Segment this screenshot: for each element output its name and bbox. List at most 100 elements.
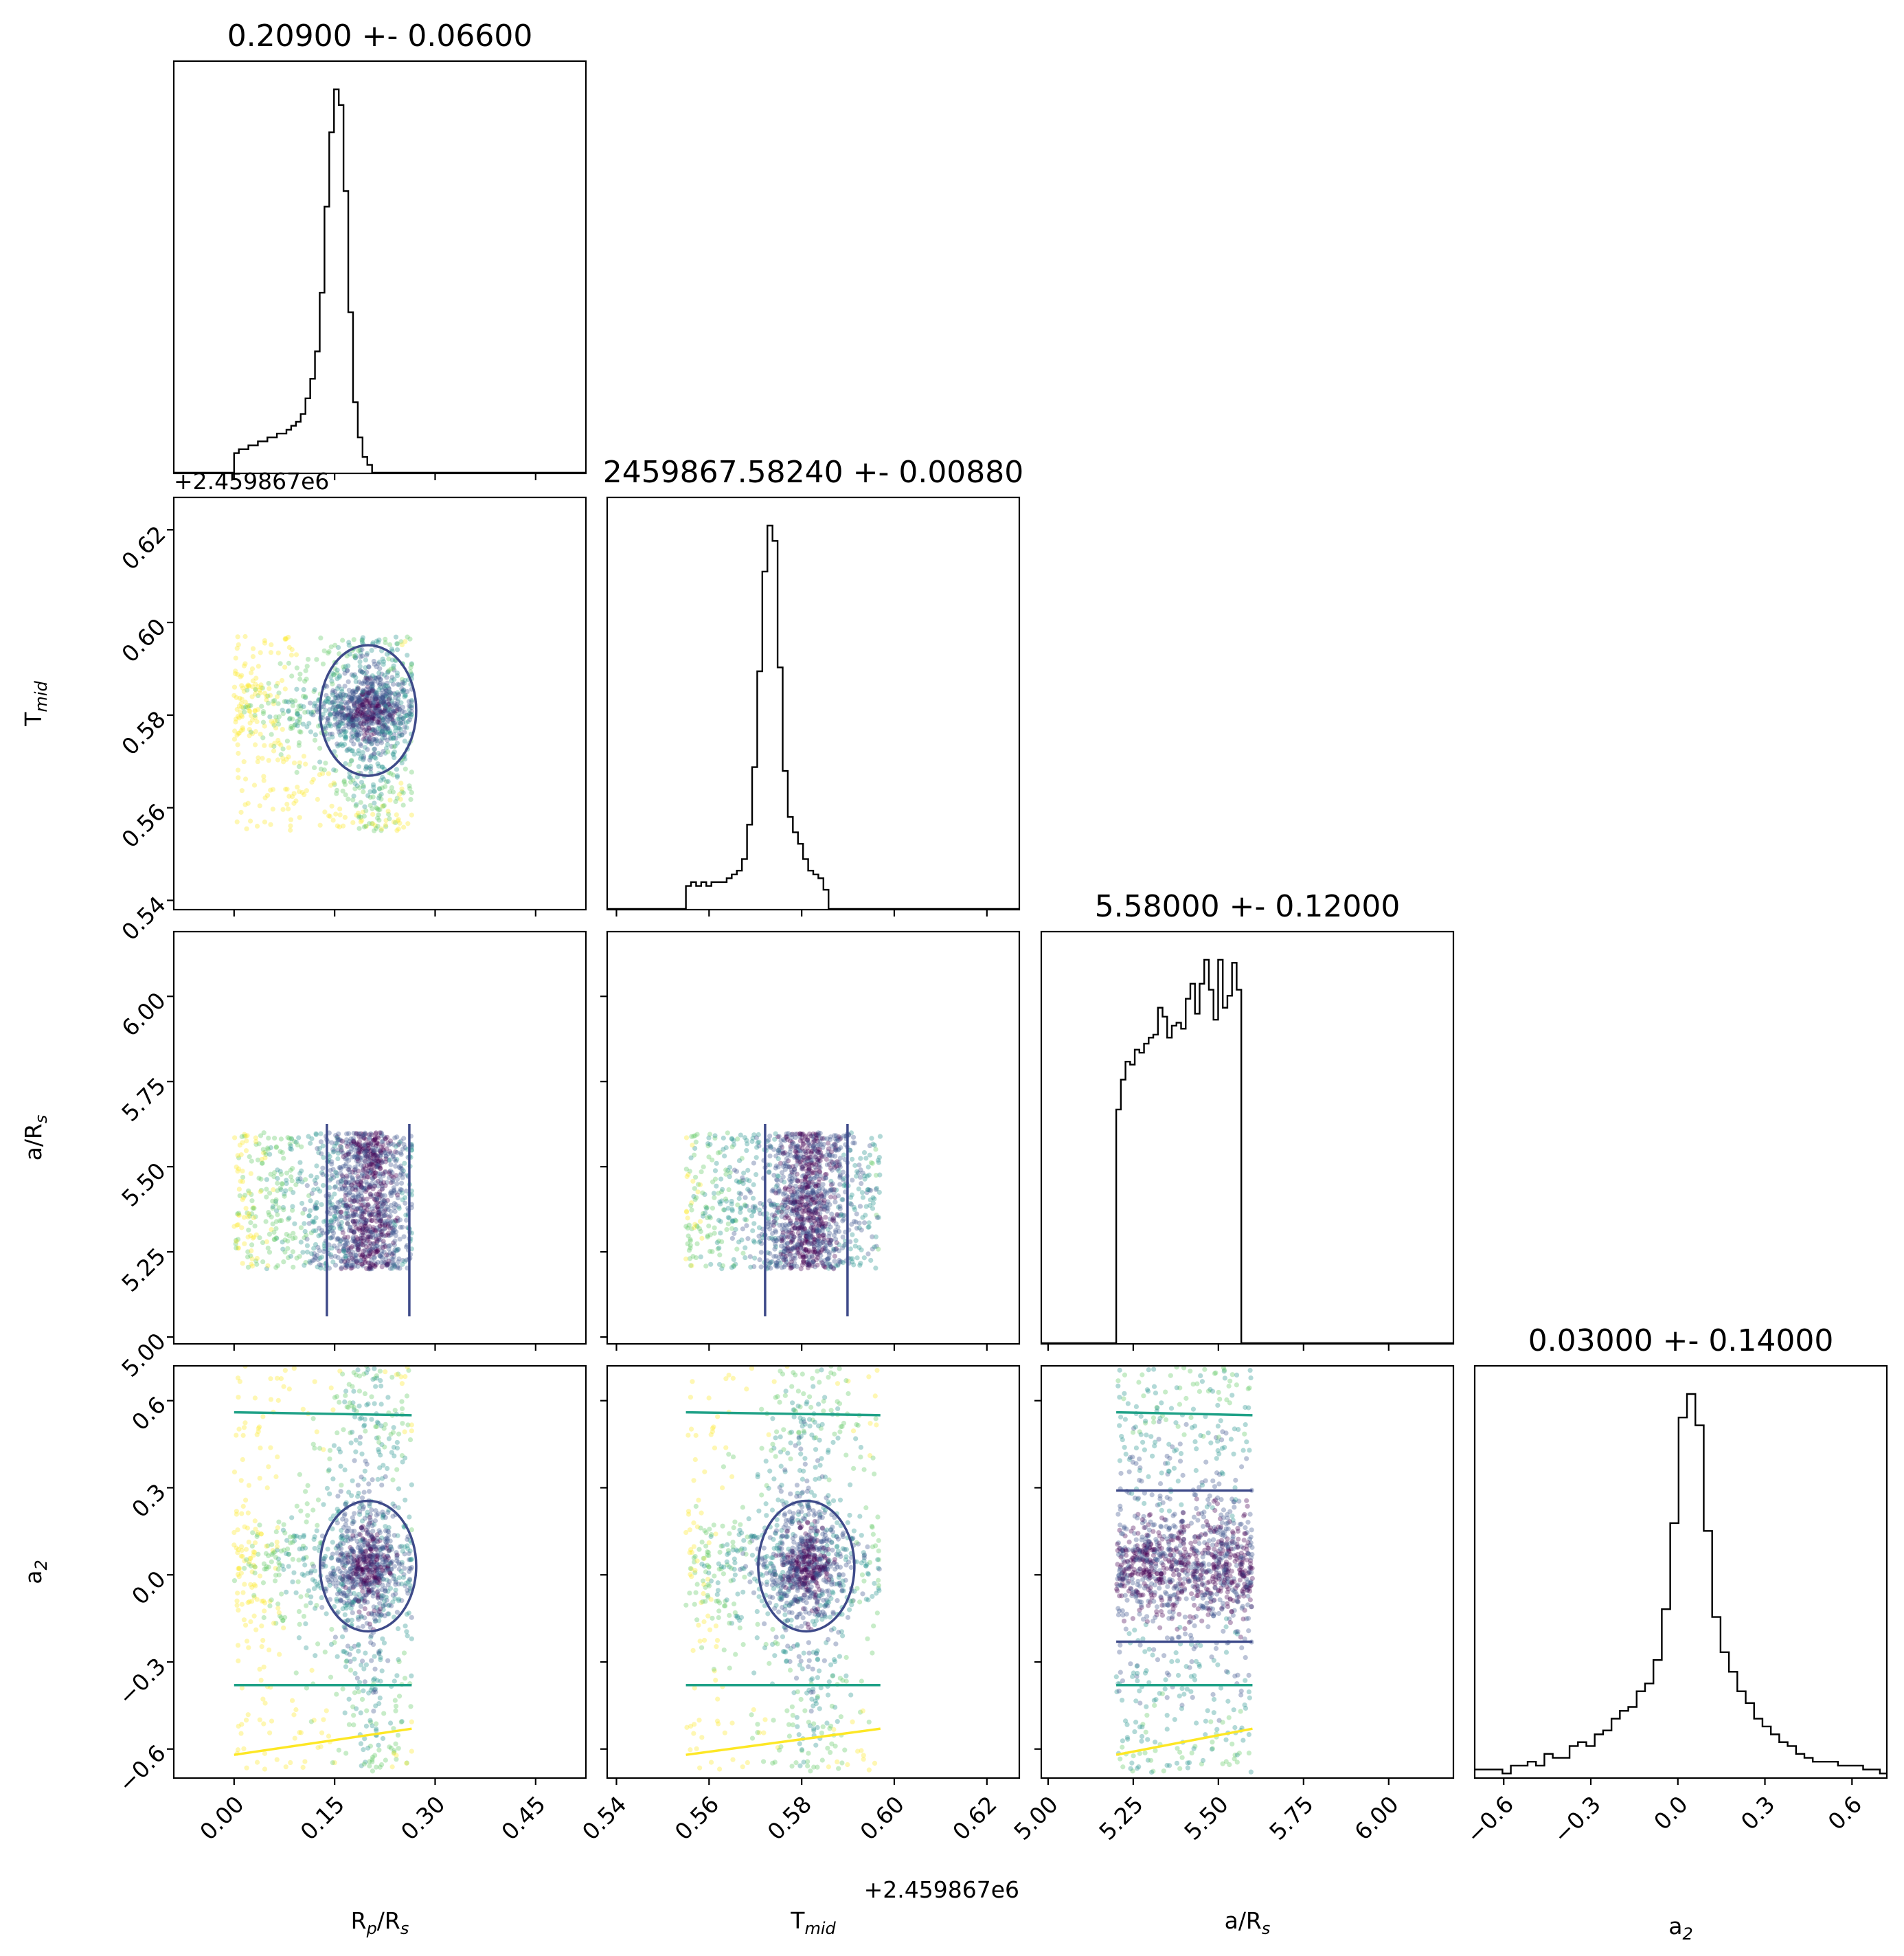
sample-point bbox=[255, 759, 260, 765]
sample-point bbox=[236, 1426, 242, 1432]
sample-point bbox=[400, 679, 405, 685]
sample-point bbox=[311, 1219, 317, 1225]
sample-point bbox=[364, 765, 370, 770]
sample-point bbox=[827, 1216, 833, 1222]
sample-point bbox=[361, 737, 366, 742]
sample-point bbox=[874, 1185, 880, 1191]
sample-point bbox=[371, 784, 376, 790]
sample-point bbox=[356, 648, 361, 653]
sample-point bbox=[392, 1156, 397, 1162]
sample-point bbox=[383, 1218, 389, 1224]
sample-point bbox=[725, 1221, 731, 1227]
sample-point bbox=[326, 699, 331, 705]
sample-point bbox=[364, 690, 370, 695]
sample-point bbox=[262, 723, 267, 729]
sample-point bbox=[343, 1160, 349, 1167]
sample-point bbox=[339, 1145, 344, 1150]
sample-point bbox=[337, 1187, 342, 1192]
sample-point bbox=[372, 738, 378, 743]
sample-point bbox=[246, 1645, 251, 1650]
sample-point bbox=[370, 1159, 375, 1165]
sample-point bbox=[407, 669, 413, 675]
sample-point bbox=[357, 1226, 363, 1231]
sample-point bbox=[816, 1195, 821, 1201]
sample-point bbox=[828, 1178, 834, 1184]
sample-point bbox=[374, 826, 379, 831]
sample-point bbox=[354, 686, 360, 693]
sample-point bbox=[802, 1160, 808, 1166]
sample-point bbox=[807, 1206, 813, 1213]
sample-point bbox=[767, 1169, 772, 1175]
sample-point bbox=[326, 771, 331, 776]
sample-point bbox=[835, 1193, 841, 1199]
sample-point bbox=[857, 1162, 862, 1168]
sample-point bbox=[345, 1221, 350, 1226]
sample-point bbox=[387, 735, 393, 741]
sample-point bbox=[801, 1194, 807, 1200]
sample-point bbox=[350, 1262, 356, 1268]
sample-point bbox=[778, 1237, 784, 1244]
sample-point bbox=[354, 732, 360, 739]
sample-point bbox=[393, 725, 398, 730]
sample-point bbox=[282, 1249, 288, 1255]
sample-point bbox=[385, 719, 390, 725]
sample-point bbox=[367, 1158, 372, 1164]
sample-point bbox=[350, 1195, 356, 1201]
sample-point bbox=[367, 1265, 373, 1270]
sample-point bbox=[377, 1223, 383, 1229]
sample-point bbox=[835, 1204, 841, 1210]
sample-point bbox=[838, 1145, 843, 1151]
sample-point bbox=[793, 1145, 798, 1150]
sample-point bbox=[311, 688, 317, 695]
sample-point bbox=[825, 1257, 831, 1262]
sample-point bbox=[252, 708, 258, 714]
sample-point bbox=[377, 793, 383, 799]
sample-point bbox=[358, 819, 363, 824]
sample-point bbox=[385, 680, 390, 686]
sample-point bbox=[381, 1241, 386, 1247]
sample-point bbox=[388, 1232, 394, 1237]
sample-point bbox=[778, 1260, 783, 1266]
sample-point bbox=[392, 743, 398, 749]
sample-point bbox=[377, 700, 383, 706]
sample-point bbox=[382, 1150, 387, 1156]
sample-point bbox=[343, 701, 350, 707]
sample-point bbox=[781, 1151, 786, 1157]
sample-point bbox=[361, 1196, 366, 1202]
sample-point bbox=[351, 1229, 356, 1235]
sample-point bbox=[870, 1246, 875, 1252]
sample-point bbox=[361, 1209, 366, 1214]
sample-point bbox=[360, 1209, 365, 1215]
sample-point bbox=[692, 1222, 698, 1227]
sample-point bbox=[356, 748, 361, 754]
sample-point bbox=[387, 731, 393, 737]
sample-point bbox=[328, 1202, 333, 1208]
sample-point bbox=[798, 1219, 804, 1225]
sample-point bbox=[373, 694, 378, 700]
sample-point bbox=[376, 1435, 381, 1441]
sample-point bbox=[826, 1149, 831, 1154]
sample-point bbox=[392, 1209, 398, 1214]
sample-point bbox=[396, 726, 402, 731]
sample-point bbox=[343, 723, 348, 728]
sample-point bbox=[784, 1131, 789, 1136]
sample-point bbox=[352, 1169, 358, 1176]
sample-point bbox=[358, 650, 363, 656]
sample-point bbox=[361, 688, 367, 695]
sample-point bbox=[783, 1134, 789, 1140]
sample-point bbox=[788, 1220, 793, 1226]
sample-point bbox=[389, 721, 395, 726]
sample-point bbox=[359, 709, 364, 715]
sample-point bbox=[370, 726, 376, 732]
sample-point bbox=[790, 1185, 795, 1191]
sample-point bbox=[409, 699, 414, 704]
sample-point bbox=[251, 1205, 256, 1211]
sample-point bbox=[267, 1647, 272, 1653]
sample-point bbox=[337, 806, 343, 812]
sample-point bbox=[381, 708, 387, 714]
sample-point bbox=[328, 1252, 334, 1257]
sample-point bbox=[356, 1154, 361, 1160]
sample-point bbox=[298, 730, 304, 735]
sample-point bbox=[362, 705, 367, 710]
sample-point bbox=[236, 1211, 242, 1216]
